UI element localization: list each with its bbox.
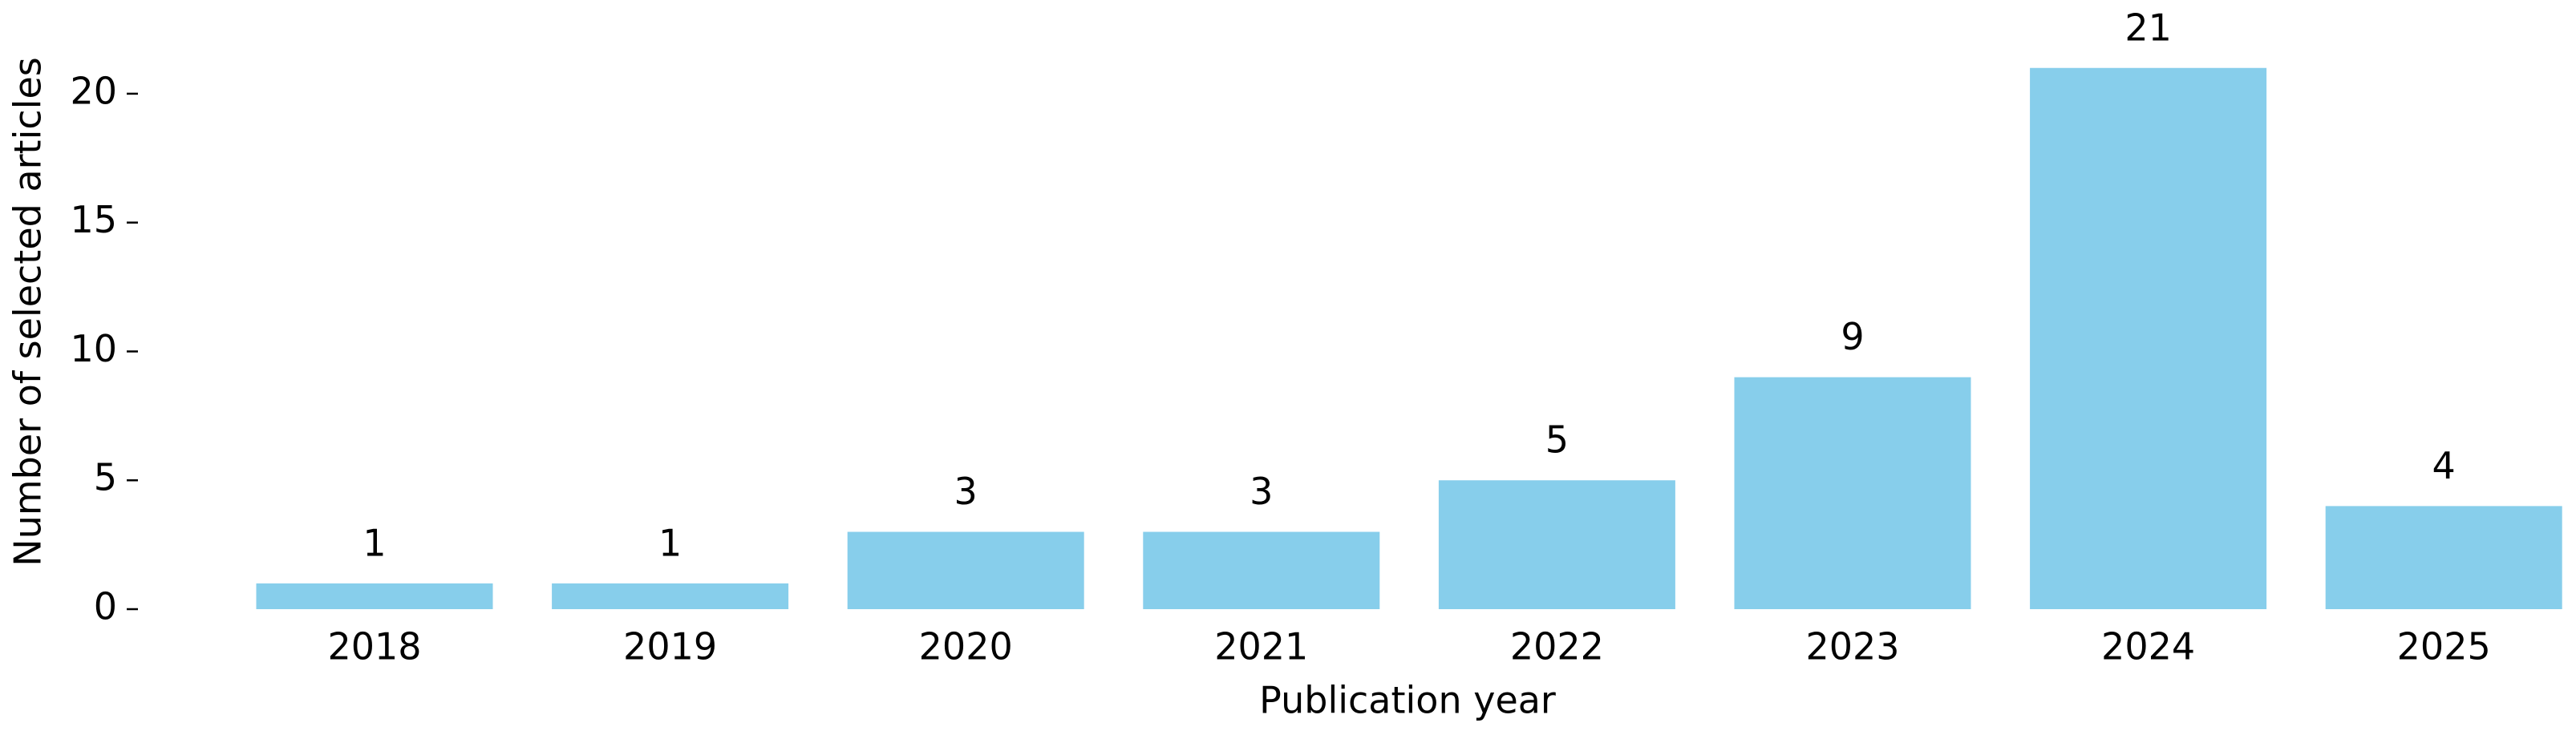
x-tick-label: 2020 (919, 625, 1013, 668)
value-label: 21 (2124, 6, 2172, 49)
bar (1734, 377, 1971, 609)
x-tick-label: 2021 (1214, 625, 1308, 668)
x-tick-label: 2019 (623, 625, 717, 668)
bar (1143, 531, 1380, 609)
bar (1438, 480, 1675, 609)
bar (552, 583, 789, 609)
x-tick-label: 2022 (1510, 625, 1604, 668)
bar (256, 583, 493, 609)
y-tick-label: 5 (94, 456, 117, 499)
bar (2325, 506, 2562, 609)
y-tick-label: 10 (70, 327, 117, 370)
value-label: 4 (2432, 444, 2456, 487)
value-label: 5 (1545, 418, 1569, 462)
x-tick-label: 2018 (327, 625, 421, 668)
y-tick-label: 0 (94, 585, 117, 628)
value-label: 1 (363, 521, 386, 564)
y-tick-label: 15 (70, 198, 117, 241)
x-tick-label: 2023 (1805, 625, 1899, 668)
y-tick-label: 20 (70, 69, 117, 112)
x-tick-label: 2025 (2397, 625, 2491, 668)
value-label: 3 (954, 470, 978, 513)
x-tick-label: 2024 (2101, 625, 2195, 668)
bar (847, 531, 1084, 609)
y-axis-label: Number of selected articles (6, 57, 50, 566)
bar (2030, 67, 2267, 609)
value-label: 1 (658, 521, 682, 564)
value-label: 3 (1250, 470, 1273, 513)
value-label: 9 (1841, 315, 1864, 358)
x-axis-label: Publication year (1259, 679, 1556, 722)
